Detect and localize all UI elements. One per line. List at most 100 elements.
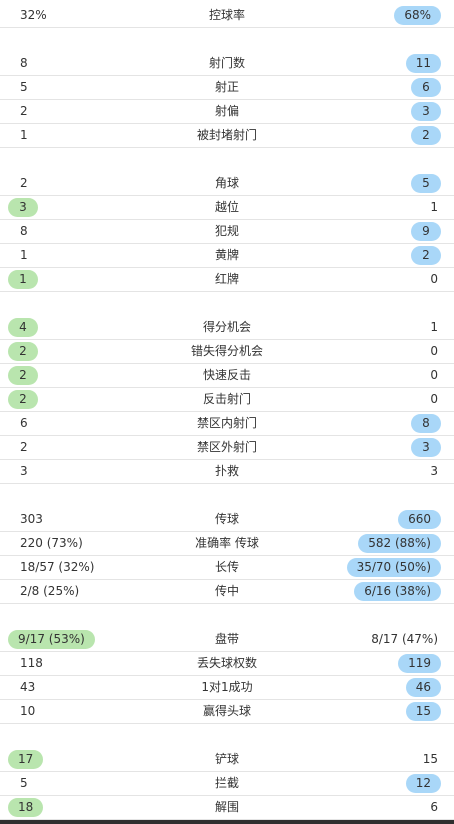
stat-left-value: 1 <box>20 128 28 142</box>
stat-right-value-highlight: 35/70 (50%) <box>346 558 441 577</box>
stat-row: 303 传球 660 <box>0 508 454 532</box>
stat-left-cell: 2 <box>20 436 28 459</box>
stat-left-value: 2 <box>20 176 28 190</box>
stat-right-cell: 3 <box>411 436 441 459</box>
stat-left-cell: 8 <box>20 220 28 243</box>
stat-right-cell: 0 <box>430 268 438 291</box>
stat-right-cell: 0 <box>430 340 438 363</box>
stat-left-cell: 6 <box>20 412 28 435</box>
stat-left-cell: 2 <box>8 340 38 363</box>
stat-row: 18/57 (32%) 长传 35/70 (50%) <box>0 556 454 580</box>
stat-right-value-highlight: 6 <box>411 78 441 97</box>
stat-label: 禁区外射门 <box>196 440 257 454</box>
stat-right-value-highlight: 119 <box>398 654 441 673</box>
stat-row: 10 赢得头球 15 <box>0 700 454 724</box>
stat-left-cell: 2/8 (25%) <box>20 580 79 603</box>
stat-label: 拦截 <box>214 776 239 790</box>
stat-right-value: 1 <box>430 320 438 334</box>
stat-left-cell: 18 <box>8 796 44 819</box>
stat-right-value: 3 <box>430 464 438 478</box>
stat-label: 禁区内射门 <box>196 416 257 430</box>
stat-right-cell: 15 <box>405 700 441 723</box>
stat-left-cell: 17 <box>8 748 44 771</box>
stat-left-cell: 1 <box>20 124 28 147</box>
stat-right-cell: 12 <box>405 772 441 795</box>
stat-left-cell: 1 <box>8 268 38 291</box>
stat-right-value: 0 <box>430 392 438 406</box>
stat-right-cell: 6/16 (38%) <box>354 580 441 603</box>
stat-left-cell: 18/57 (32%) <box>20 556 94 579</box>
stat-row: 18 解围 6 <box>0 796 454 820</box>
stat-label: 1对1成功 <box>201 680 253 694</box>
stat-label: 铲球 <box>214 752 239 766</box>
stat-left-value: 5 <box>20 776 28 790</box>
stat-left-cell: 118 <box>20 652 43 675</box>
stat-right-value-highlight: 3 <box>411 102 441 121</box>
stat-right-cell: 3 <box>411 100 441 123</box>
stat-left-cell: 8 <box>20 52 28 75</box>
stat-row: 1 黄牌 2 <box>0 244 454 268</box>
stat-label: 射正 <box>214 80 239 94</box>
stat-row: 3 扑救 3 <box>0 460 454 484</box>
stat-label: 越位 <box>214 200 239 214</box>
stat-left-value: 3 <box>20 464 28 478</box>
stat-right-value-highlight: 5 <box>411 174 441 193</box>
stat-left-value-highlight: 17 <box>8 750 44 769</box>
stat-right-value-highlight: 3 <box>411 438 441 457</box>
stat-right-cell: 68% <box>394 4 441 27</box>
stat-label: 错失得分机会 <box>190 344 263 358</box>
stat-right-cell: 6 <box>430 796 438 819</box>
stat-left-cell: 1 <box>20 244 28 267</box>
stat-label: 扑救 <box>214 464 239 478</box>
stat-left-value: 10 <box>20 704 36 718</box>
stat-row: 118 丢失球权数 119 <box>0 652 454 676</box>
stat-right-value: 8/17 (47%) <box>371 632 438 646</box>
stat-right-cell: 1 <box>430 316 438 339</box>
stat-left-value-highlight: 18 <box>8 798 44 817</box>
stat-label: 传球 <box>214 512 239 526</box>
stat-right-cell: 35/70 (50%) <box>346 556 441 579</box>
stat-right-value-highlight: 582 (88%) <box>358 534 441 553</box>
stat-right-cell: 3 <box>430 460 438 483</box>
stat-left-value-highlight: 2 <box>8 366 38 385</box>
stat-left-value: 1 <box>20 248 28 262</box>
stat-left-cell: 43 <box>20 676 35 699</box>
stat-left-value: 43 <box>20 680 36 694</box>
stat-right-value-highlight: 2 <box>411 126 441 145</box>
stat-right-value-highlight: 11 <box>405 54 441 73</box>
stat-left-value: 18/57 (32%) <box>20 560 95 574</box>
stat-left-value: 220 (73%) <box>20 536 83 550</box>
stat-left-value-highlight: 2 <box>8 342 38 361</box>
bottom-bar <box>0 820 454 824</box>
stat-row: 1 被封堵射门 2 <box>0 124 454 148</box>
stat-left-value-highlight: 1 <box>8 270 38 289</box>
stat-label: 射偏 <box>214 104 239 118</box>
stat-left-value: 2 <box>20 104 28 118</box>
stat-label: 赢得头球 <box>202 704 251 718</box>
stat-left-cell: 2 <box>20 172 28 195</box>
stat-row: 4 得分机会 1 <box>0 316 454 340</box>
stat-left-cell: 3 <box>20 460 28 483</box>
stat-label: 犯规 <box>214 224 239 238</box>
stat-right-cell: 9 <box>411 220 441 243</box>
stat-right-value-highlight: 6/16 (38%) <box>354 582 441 601</box>
stat-row: 2/8 (25%) 传中 6/16 (38%) <box>0 580 454 604</box>
stat-left-value: 118 <box>20 656 43 670</box>
stat-row: 3 越位 1 <box>0 196 454 220</box>
stat-row: 5 射正 6 <box>0 76 454 100</box>
stat-row: 6 禁区内射门 8 <box>0 412 454 436</box>
stat-left-value: 2/8 (25%) <box>20 584 80 598</box>
stat-row: 17 铲球 15 <box>0 748 454 772</box>
stat-right-value-highlight: 8 <box>411 414 441 433</box>
stat-label: 快速反击 <box>202 368 251 382</box>
stat-right-value: 15 <box>422 752 438 766</box>
stat-right-value-highlight: 12 <box>405 774 441 793</box>
stat-right-cell: 15 <box>423 748 438 771</box>
stat-label: 角球 <box>214 176 239 190</box>
stat-right-value-highlight: 68% <box>394 6 441 25</box>
stat-right-value-highlight: 9 <box>411 222 441 241</box>
stat-row: 43 1对1成功 46 <box>0 676 454 700</box>
stat-right-value-highlight: 2 <box>411 246 441 265</box>
stat-left-value-highlight: 9/17 (53%) <box>8 630 95 649</box>
stat-left-value: 5 <box>20 80 28 94</box>
